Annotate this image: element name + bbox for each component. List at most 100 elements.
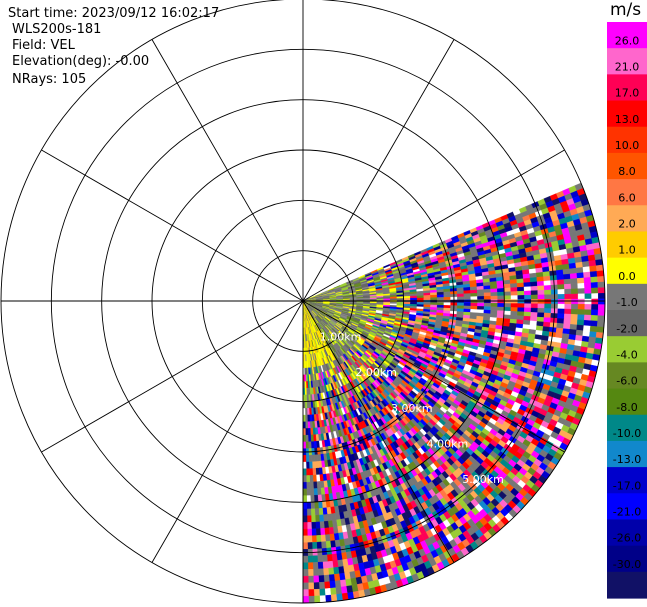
velocity-cell: [595, 337, 603, 345]
velocity-cell: [302, 468, 307, 476]
velocity-cell: [477, 306, 485, 311]
velocity-cell: [311, 521, 317, 530]
velocity-cell: [524, 294, 532, 300]
velocity-cell: [564, 308, 572, 315]
velocity-cell: [317, 494, 323, 503]
colorbar-swatch: [607, 440, 647, 468]
velocity-cell: [584, 293, 592, 300]
velocity-cell: [470, 292, 478, 297]
velocity-cell: [584, 309, 592, 316]
velocity-cell: [322, 561, 329, 569]
velocity-cell: [596, 326, 605, 334]
velocity-cell: [537, 285, 545, 291]
velocity-cell: [319, 521, 325, 529]
colorbar-swatch: [607, 257, 647, 285]
velocity-cell: [327, 567, 335, 576]
velocity-cell: [437, 302, 445, 306]
velocity-cell: [537, 307, 545, 314]
velocity-cell: [517, 311, 525, 317]
colorbar-swatch: [607, 571, 647, 599]
range-ring-label: 1.00km: [320, 331, 362, 344]
velocity-cell: [570, 278, 578, 285]
velocity-cell: [306, 522, 312, 530]
velocity-cell: [318, 514, 325, 523]
velocity-cell: [530, 316, 538, 322]
velocity-cell: [577, 282, 585, 289]
velocity-cell: [317, 568, 324, 576]
velocity-cell: [302, 515, 308, 523]
azimuth-spoke: [302, 300, 455, 563]
velocity-cell: [476, 309, 485, 314]
velocity-cell: [556, 318, 565, 324]
velocity-cell: [423, 295, 431, 299]
velocity-cell: [530, 285, 538, 292]
velocity-cell: [543, 312, 552, 319]
velocity-cell: [335, 586, 342, 595]
colorbar-tick-label: 2.0: [618, 218, 636, 231]
velocity-cell: [416, 297, 424, 301]
nrays-label: NRays: 105: [12, 72, 87, 87]
velocity-cell: [304, 408, 308, 416]
velocity-sector: [302, 182, 606, 604]
velocity-cell: [463, 293, 471, 298]
velocity-cell: [311, 528, 317, 536]
velocity-cell: [306, 481, 311, 490]
colorbar-swatch: [607, 179, 647, 206]
velocity-cell: [334, 580, 342, 588]
velocity-cell: [517, 290, 525, 296]
velocity-cell: [544, 303, 552, 309]
velocity-cell: [496, 284, 505, 289]
velocity-cell: [510, 287, 518, 292]
azimuth-spoke: [41, 149, 304, 302]
colorbar-swatch: [607, 467, 647, 494]
velocity-cell: [490, 299, 498, 304]
velocity-cell: [490, 284, 498, 290]
velocity-cell: [597, 309, 606, 317]
velocity-cell: [315, 521, 321, 530]
velocity-cell: [308, 441, 312, 449]
velocity-cell: [504, 295, 512, 300]
velocity-cell: [556, 322, 564, 329]
colorbar-swatch: [607, 100, 647, 128]
colorbar-swatch: [607, 336, 647, 363]
velocity-cell: [302, 482, 307, 490]
velocity-cell: [503, 283, 511, 289]
velocity-cell: [477, 302, 485, 307]
velocity-cell: [483, 292, 492, 297]
velocity-cell: [591, 304, 599, 311]
velocity-cell: [302, 582, 309, 590]
velocity-cell: [537, 289, 545, 296]
velocity-cell: [463, 302, 472, 307]
velocity-cell: [307, 535, 313, 543]
velocity-cell: [577, 288, 586, 295]
velocity-cell: [517, 286, 525, 292]
velocity-cell: [556, 274, 565, 281]
velocity-cell: [590, 320, 598, 327]
velocity-cell: [313, 588, 320, 597]
velocity-cell: [483, 288, 491, 294]
velocity-cell: [410, 297, 418, 301]
velocity-cell: [576, 277, 585, 284]
velocity-cell: [584, 282, 592, 289]
velocity-cell: [542, 271, 551, 277]
velocity-cell: [591, 287, 599, 294]
velocity-cell: [456, 293, 465, 298]
velocity-cell: [591, 293, 599, 300]
velocity-cell: [517, 303, 525, 309]
velocity-cell: [564, 303, 572, 310]
velocity-cell: [305, 461, 310, 469]
velocity-cell: [530, 312, 538, 318]
velocity-cell: [490, 302, 498, 308]
velocity-cell: [590, 276, 598, 283]
velocity-cell: [340, 586, 348, 594]
azimuth-spoke: [302, 39, 455, 302]
velocity-cell: [308, 589, 315, 597]
velocity-cell: [476, 289, 485, 294]
velocity-cell: [330, 594, 338, 602]
velocity-cell: [308, 595, 315, 604]
velocity-cell: [537, 312, 545, 318]
velocity-cell: [302, 475, 307, 483]
velocity-cell: [436, 294, 445, 298]
velocity-cell: [313, 494, 319, 503]
